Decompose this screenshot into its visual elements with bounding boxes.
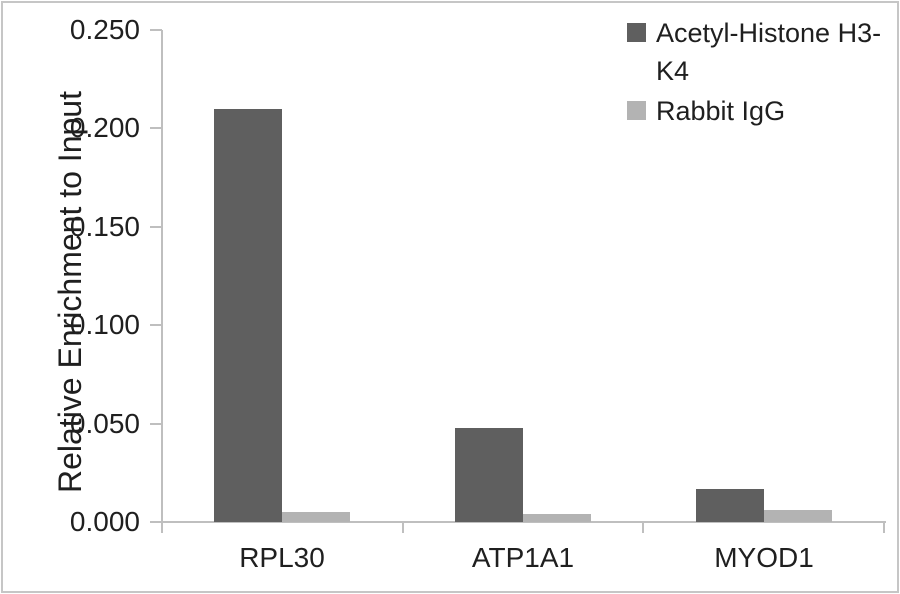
y-tick-label: 0.050 [69, 407, 140, 439]
bar-rpl30-series-1 [282, 512, 350, 522]
y-axis-title: Relative Enrichment to Input [52, 91, 88, 493]
bar-rpl30-series-0 [214, 109, 282, 522]
x-tick-mark [402, 522, 404, 533]
legend-label: Acetyl-Histone H3-K4 [656, 18, 882, 86]
x-axis-category-label: RPL30 [239, 542, 325, 573]
bar-atp1a1-series-0 [455, 428, 523, 522]
y-tick-mark [150, 521, 162, 523]
bar-myod1-series-1 [764, 510, 832, 522]
y-tick-label: 0.250 [69, 14, 140, 45]
y-tick-mark [150, 422, 162, 425]
x-axis-line [161, 521, 886, 523]
bar-atp1a1-series-1 [523, 514, 591, 522]
bar-myod1-series-0 [696, 489, 764, 522]
y-tick-mark [150, 225, 162, 228]
y-tick-label: 0.100 [69, 309, 140, 341]
y-tick-mark [150, 324, 162, 327]
x-tick-mark [642, 522, 644, 533]
y-axis-line [161, 30, 163, 523]
x-axis-category-label: ATP1A1 [471, 542, 575, 573]
legend: Acetyl-Histone H3-K4 Rabbit IgG [627, 14, 889, 132]
y-tick-mark [150, 29, 162, 31]
y-tick-mark [150, 127, 162, 130]
legend-item: Acetyl-Histone H3-K4 [627, 14, 889, 90]
x-tick-mark [161, 522, 163, 533]
legend-label: Rabbit IgG [656, 96, 786, 126]
y-tick-label: 0.200 [69, 112, 140, 144]
y-tick-label: 0.000 [69, 506, 140, 537]
y-tick-label: 0.150 [69, 210, 140, 242]
x-tick-mark [883, 522, 885, 533]
legend-swatch-icon [627, 101, 646, 120]
legend-swatch-icon [627, 23, 646, 42]
x-axis-category-label: MYOD1 [714, 542, 814, 573]
legend-item: Rabbit IgG [627, 92, 889, 130]
